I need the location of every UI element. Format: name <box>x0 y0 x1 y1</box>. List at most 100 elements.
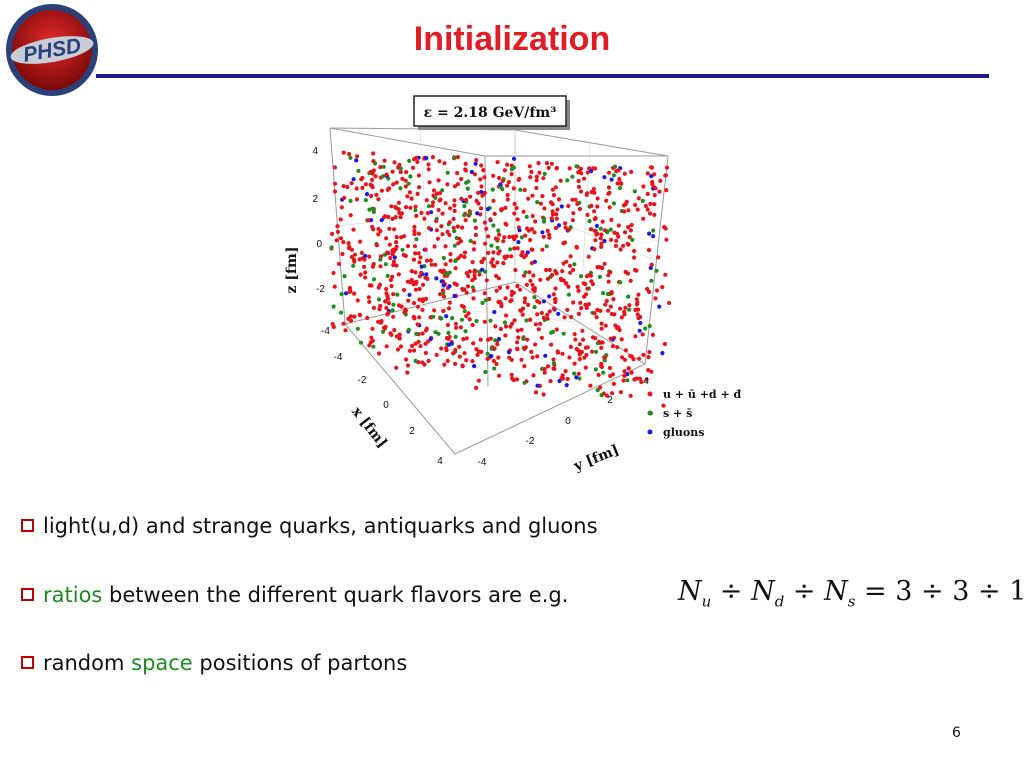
parton-point <box>663 173 668 178</box>
parton-point <box>453 334 458 339</box>
parton-point <box>457 344 462 349</box>
parton-point <box>595 204 600 209</box>
parton-point <box>392 227 397 232</box>
parton-point <box>633 307 638 312</box>
parton-point <box>464 336 469 341</box>
x-tick: 2 <box>409 426 415 437</box>
parton-point <box>495 160 500 165</box>
parton-point <box>546 165 551 170</box>
parton-point <box>464 290 469 295</box>
parton-point <box>524 318 529 323</box>
parton-point <box>398 186 403 191</box>
parton-point <box>614 169 619 174</box>
parton-point <box>530 193 535 198</box>
parton-point <box>573 197 578 202</box>
parton-point <box>589 279 594 284</box>
parton-point <box>383 299 388 304</box>
parton-point <box>541 299 546 304</box>
parton-point <box>545 276 550 281</box>
parton-point <box>584 292 589 297</box>
parton-point <box>554 271 559 276</box>
parton-point <box>599 244 604 249</box>
parton-point <box>606 279 611 284</box>
parton-point <box>447 284 452 289</box>
parton-point <box>639 379 644 385</box>
parton-point <box>602 261 607 266</box>
parton-point <box>408 174 413 179</box>
parton-point <box>515 217 520 222</box>
parton-point <box>616 223 621 228</box>
parton-point <box>527 164 532 169</box>
parton-point <box>492 211 497 216</box>
parton-point <box>583 302 588 307</box>
parton-point <box>417 315 422 320</box>
parton-point <box>602 175 607 180</box>
parton-point <box>440 188 445 193</box>
parton-point <box>417 297 422 302</box>
parton-point <box>599 321 604 326</box>
parton-point <box>522 346 527 351</box>
parton-point <box>647 289 652 294</box>
parton-point <box>636 196 641 201</box>
parton-point <box>556 311 561 316</box>
parton-point <box>474 385 479 390</box>
parton-point <box>547 235 552 240</box>
parton-point <box>541 315 546 320</box>
parton-point <box>475 211 480 216</box>
parton-point <box>579 349 584 355</box>
parton-point <box>577 342 582 347</box>
parton-point <box>424 258 430 263</box>
parton-point <box>538 277 543 282</box>
parton-point <box>664 237 669 242</box>
parton-point <box>409 196 414 201</box>
parton-point <box>606 191 611 196</box>
parton-point <box>632 248 637 254</box>
parton-point <box>374 192 379 197</box>
parton-point <box>529 227 534 232</box>
parton-point <box>509 298 514 303</box>
parton-point <box>349 181 354 186</box>
parton-point <box>522 300 527 305</box>
parton-point <box>592 209 597 214</box>
parton-point <box>607 365 613 371</box>
parton-point <box>363 253 368 258</box>
parton-point <box>426 162 431 167</box>
parton-point <box>661 403 666 408</box>
parton-point <box>602 355 607 360</box>
parton-point <box>352 291 357 296</box>
parton-point <box>378 264 383 269</box>
parton-point <box>651 228 656 233</box>
parton-point <box>549 161 554 166</box>
parton-point <box>357 257 362 262</box>
parton-point <box>387 226 392 231</box>
parton-point <box>629 370 634 375</box>
parton-point <box>598 385 603 390</box>
parton-point <box>580 328 585 333</box>
parton-point <box>398 344 404 349</box>
parton-point <box>543 353 548 358</box>
parton-point <box>430 200 436 205</box>
parton-point <box>478 177 483 182</box>
parton-point <box>641 184 646 189</box>
parton-point <box>444 271 449 276</box>
parton-point <box>332 189 338 194</box>
parton-point <box>618 306 623 311</box>
parton-point <box>363 198 368 203</box>
parton-point <box>413 204 418 209</box>
parton-point <box>601 291 606 296</box>
parton-point <box>379 188 384 193</box>
parton-point <box>453 258 458 264</box>
parton-point <box>522 255 527 260</box>
parton-point <box>562 315 567 320</box>
parton-point <box>417 260 422 265</box>
parton-point <box>397 336 402 341</box>
bullet-1-text-0: light(u,d) and strange quarks, antiquark… <box>43 514 598 538</box>
parton-point <box>382 252 387 257</box>
parton-point <box>415 191 420 196</box>
slide-title: Initialization <box>413 20 611 58</box>
parton-point <box>621 203 627 208</box>
parton-point <box>649 165 654 170</box>
parton-point <box>460 286 465 292</box>
parton-point <box>502 320 507 325</box>
parton-point <box>517 228 522 233</box>
